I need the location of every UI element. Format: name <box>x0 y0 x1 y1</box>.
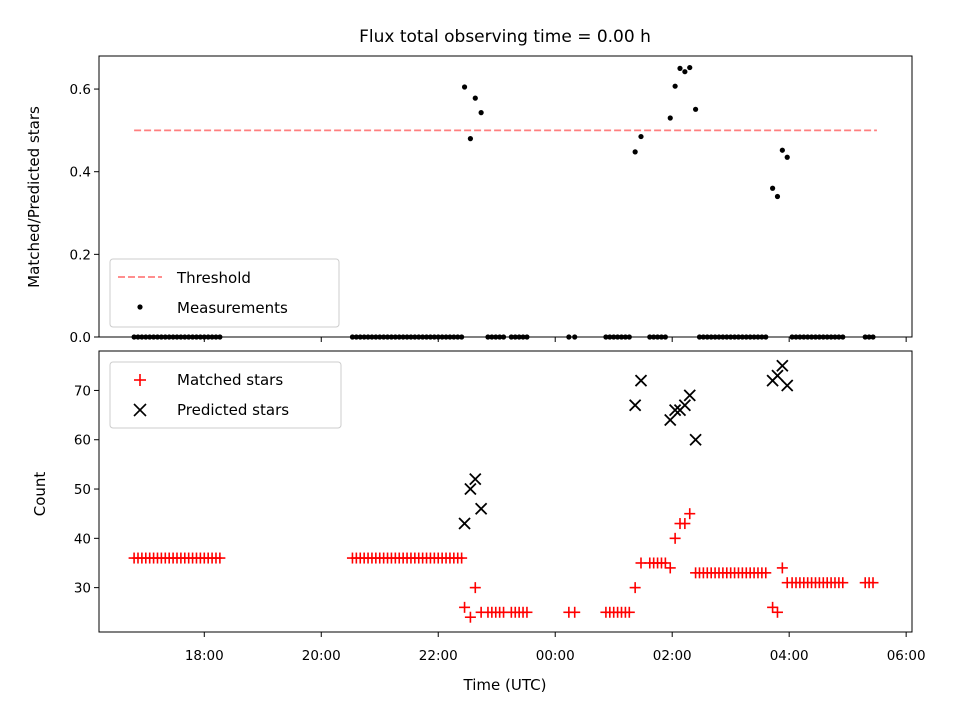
bottom-x-tick-label: 20:00 <box>302 648 341 664</box>
matched-star-point <box>456 552 468 564</box>
predicted-star-point <box>668 404 682 417</box>
measurement-point <box>638 133 644 140</box>
matched-points <box>128 508 879 623</box>
bottom-x-tick-label: 22:00 <box>419 648 458 664</box>
measurement-point <box>632 149 638 155</box>
measurement-point <box>677 65 683 71</box>
predicted-star-point <box>458 517 471 530</box>
predicted-star-point <box>629 399 642 412</box>
threshold-legend-label: Threshold <box>176 269 251 287</box>
matched-star-point <box>684 508 696 520</box>
matched-star-point <box>469 582 481 594</box>
matched-star-point <box>679 518 691 530</box>
measurement-point <box>682 69 688 75</box>
predicted-star-point <box>634 374 648 387</box>
matched-star-point <box>521 606 533 618</box>
matched-star-point <box>214 552 226 564</box>
matched-legend-swatch <box>134 374 146 386</box>
bottom-legend-box <box>109 361 342 429</box>
bottom-panel: Count Time (UTC) 30 40 50 60 70 18:00 20:00 22… <box>31 350 926 694</box>
top-y-tick-label: 0.4 <box>70 165 91 181</box>
matched-star-point <box>629 582 641 594</box>
predicted-star-point <box>474 502 488 515</box>
measurement-point <box>770 185 776 191</box>
predicted-star-point <box>781 379 794 392</box>
predicted-star-point <box>469 473 482 486</box>
matched-star-point <box>459 601 471 613</box>
chart-title: Flux total observing time = 0.00 h <box>359 27 651 47</box>
bottom-x-ticks: 18:00 20:00 22:00 00:00 02:00 04:00 06:00 <box>185 632 926 664</box>
predicted-star-point <box>771 369 784 382</box>
matched-star-point <box>669 532 681 544</box>
matched-star-point <box>760 567 772 579</box>
bottom-x-tick-label: 02:00 <box>653 648 692 664</box>
bottom-x-tick-label: 18:00 <box>185 648 224 664</box>
measurement-points <box>131 64 876 340</box>
bottom-x-axis-label: Time (UTC) <box>463 676 547 694</box>
top-y-tick-label: 0.2 <box>70 247 91 263</box>
measurement-point <box>774 193 781 200</box>
matched-star-point <box>767 601 779 613</box>
measurement-point <box>692 106 699 112</box>
predicted-star-point <box>683 389 696 402</box>
measurement-point <box>472 95 478 101</box>
bottom-y-tick-label: 40 <box>74 531 91 547</box>
top-legend-box <box>109 258 340 328</box>
top-y-tick-label: 0.6 <box>70 82 91 98</box>
measurement-point <box>667 115 673 121</box>
bottom-x-tick-label: 06:00 <box>887 648 926 664</box>
matched-star-point <box>623 606 635 618</box>
predicted-legend-label: Predicted stars <box>177 401 289 419</box>
measurement-point <box>779 147 785 153</box>
top-plot-frame <box>98 55 913 338</box>
bottom-y-tick-label: 50 <box>74 482 91 498</box>
measurements-legend-label: Measurements <box>177 299 288 317</box>
predicted-star-point <box>678 399 692 412</box>
matched-legend-label: Matched stars <box>177 371 283 389</box>
bottom-y-ticks: 30 40 50 60 70 <box>74 383 99 597</box>
top-panel: Matched/Predicted stars 0.0 0.2 0.4 0.6 Thr… <box>25 55 913 346</box>
matched-star-point <box>664 562 676 574</box>
matched-star-point <box>776 562 788 574</box>
bottom-x-tick-label: 04:00 <box>770 648 809 664</box>
predicted-points <box>458 359 794 530</box>
matched-star-point <box>569 606 581 618</box>
measurement-point <box>687 64 693 71</box>
measurement-point <box>478 110 484 116</box>
top-y-tick-label: 0.0 <box>70 330 91 346</box>
bottom-y-tick-label: 70 <box>74 383 91 399</box>
top-legend: Threshold Measurements <box>109 258 340 328</box>
measurement-point <box>672 83 678 89</box>
measurements-legend-swatch <box>137 304 143 310</box>
matched-star-point <box>659 557 671 569</box>
top-y-axis-label: Matched/Predicted stars <box>25 106 43 288</box>
measurement-point <box>467 136 474 142</box>
bottom-y-tick-label: 30 <box>74 581 91 597</box>
bottom-plot-frame <box>98 350 913 633</box>
bottom-legend: Matched stars Predicted stars <box>109 361 342 429</box>
predicted-legend-swatch <box>133 403 147 417</box>
bottom-y-axis-label: Count <box>31 472 49 517</box>
measurement-point <box>784 154 790 160</box>
matched-star-point <box>867 577 879 589</box>
bottom-x-tick-label: 00:00 <box>536 648 575 664</box>
predicted-star-point <box>464 482 477 496</box>
predicted-star-point <box>776 359 789 372</box>
matched-star-point <box>464 611 476 623</box>
top-y-ticks: 0.0 0.2 0.4 0.6 <box>70 82 99 346</box>
measurement-point <box>461 84 468 90</box>
predicted-star-point <box>664 413 677 427</box>
matched-star-point <box>837 577 849 589</box>
bottom-y-tick-label: 60 <box>74 433 91 449</box>
predicted-star-point <box>689 433 702 446</box>
matched-star-point <box>771 606 783 618</box>
